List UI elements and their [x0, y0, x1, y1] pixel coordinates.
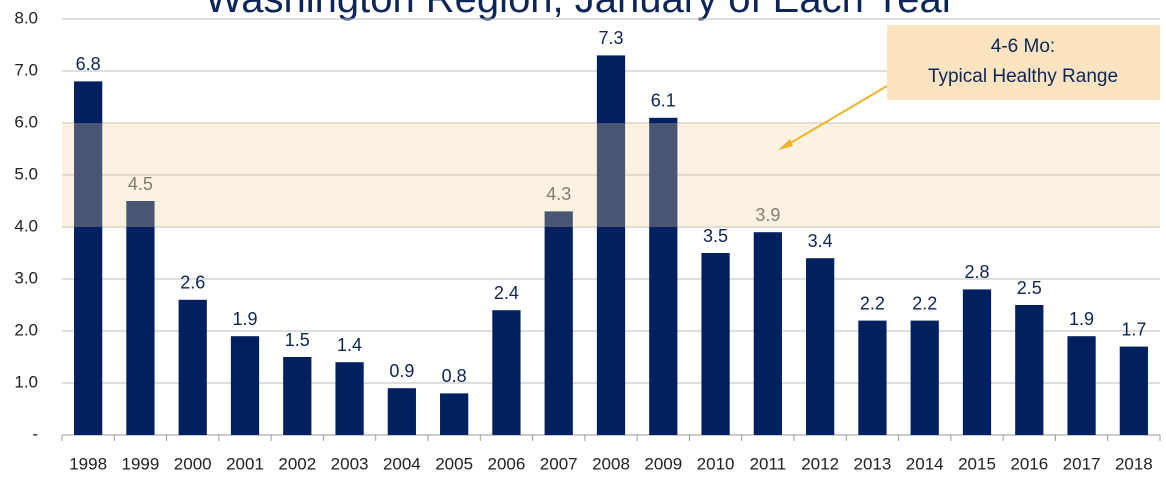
value-label: 0.9 — [389, 361, 414, 381]
value-label: 1.5 — [285, 330, 310, 350]
y-tick-label: 2.0 — [14, 320, 38, 339]
x-tick-label: 2009 — [644, 454, 682, 473]
y-tick-label: - — [32, 424, 38, 443]
bar — [910, 320, 939, 435]
value-label: 4.3 — [546, 184, 571, 204]
value-label: 1.9 — [1069, 309, 1094, 329]
value-label: 3.5 — [703, 226, 728, 246]
value-label: 6.1 — [651, 91, 676, 111]
y-tick-label: 4.0 — [14, 216, 38, 235]
bar — [387, 388, 416, 435]
bar — [283, 357, 312, 435]
y-tick-label: 8.0 — [14, 8, 38, 27]
value-label: 1.7 — [1121, 319, 1146, 339]
annotation-box — [887, 25, 1160, 100]
y-tick-label: 5.0 — [14, 164, 38, 183]
x-tick-label: 2007 — [540, 454, 578, 473]
y-tick-label: 7.0 — [14, 60, 38, 79]
value-label: 1.9 — [232, 309, 257, 329]
y-tick-label: 3.0 — [14, 268, 38, 287]
x-tick-label: 1998 — [69, 454, 107, 473]
x-tick-label: 2001 — [226, 454, 264, 473]
bar — [1067, 336, 1096, 435]
x-tick-label: 2004 — [383, 454, 421, 473]
value-label: 6.8 — [76, 54, 101, 74]
x-tick-label: 2006 — [488, 454, 526, 473]
x-tick-label: 2000 — [174, 454, 212, 473]
arrow-head — [778, 139, 793, 150]
bar — [230, 336, 260, 435]
bar — [544, 211, 573, 435]
value-label: 2.2 — [860, 293, 885, 313]
value-label: 2.5 — [1017, 278, 1042, 298]
value-label: 4.5 — [128, 174, 153, 194]
bar — [701, 253, 730, 435]
healthy-range-band — [62, 123, 1160, 227]
bar — [753, 232, 782, 435]
y-tick-label: 1.0 — [14, 372, 38, 391]
x-tick-label: 2003 — [331, 454, 369, 473]
bar — [74, 81, 103, 436]
x-tick-label: 2015 — [958, 454, 996, 473]
bar — [440, 393, 469, 435]
x-tick-label: 2016 — [1010, 454, 1048, 473]
bar — [649, 117, 678, 436]
bar — [492, 310, 521, 435]
chart-title: Washington Region, January of Each Year — [205, 0, 955, 21]
bar — [858, 320, 887, 435]
bar — [335, 362, 364, 435]
x-tick-label: 2014 — [906, 454, 944, 473]
bar — [962, 289, 992, 435]
bar — [178, 299, 207, 435]
value-label: 1.4 — [337, 335, 362, 355]
y-tick-label: 6.0 — [14, 112, 38, 131]
x-tick-label: 2018 — [1115, 454, 1153, 473]
x-tick-label: 2011 — [750, 454, 787, 473]
x-tick-label: 2017 — [1063, 454, 1101, 473]
bar — [1119, 346, 1148, 435]
bar — [126, 201, 155, 435]
bar — [1015, 305, 1044, 435]
x-tick-label: 2010 — [697, 454, 735, 473]
value-label: 3.9 — [755, 205, 780, 225]
bar — [596, 55, 626, 436]
x-tick-label: 1999 — [122, 454, 160, 473]
annotation-text: 4-6 Mo: — [991, 36, 1055, 57]
value-label: 2.2 — [912, 293, 937, 313]
value-label: 3.4 — [808, 231, 833, 251]
value-label: 7.3 — [598, 28, 623, 48]
bar — [806, 258, 835, 435]
value-label: 2.4 — [494, 283, 519, 303]
x-tick-label: 2012 — [801, 454, 839, 473]
value-label: 0.8 — [442, 366, 467, 386]
annotation-text: Typical Healthy Range — [928, 66, 1118, 87]
annotation-arrow — [781, 85, 888, 149]
x-tick-label: 2013 — [854, 454, 892, 473]
x-tick-label: 2008 — [592, 454, 630, 473]
x-tick-label: 2002 — [278, 454, 316, 473]
value-label: 2.8 — [964, 262, 989, 282]
value-label: 2.6 — [180, 273, 205, 293]
x-tick-label: 2005 — [435, 454, 473, 473]
